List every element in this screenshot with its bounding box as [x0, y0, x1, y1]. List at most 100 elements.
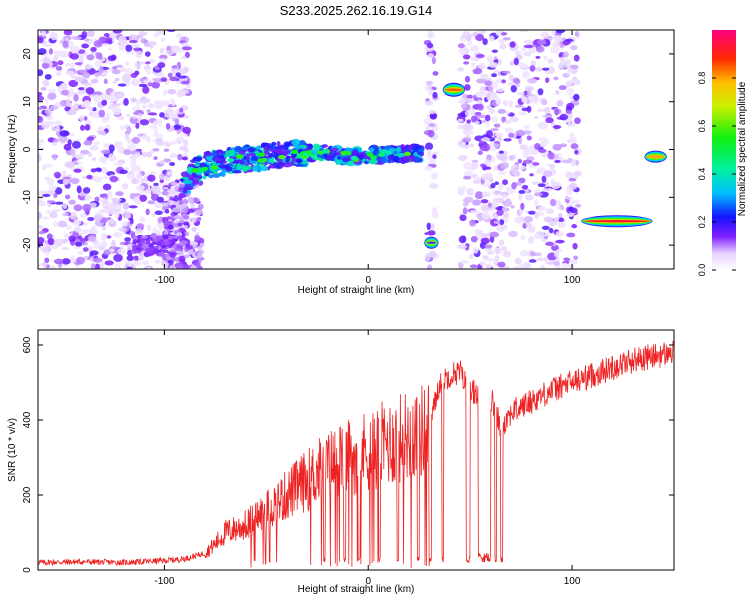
- noise-cell: [523, 125, 530, 130]
- noise-cell: [109, 218, 115, 225]
- noise-cell: [140, 177, 145, 184]
- noise-cell: [134, 228, 144, 235]
- noise-cell: [38, 69, 44, 77]
- noise-cell: [508, 74, 514, 81]
- signal-cell: [321, 144, 329, 148]
- noise-cell: [159, 47, 165, 54]
- noise-cell: [172, 46, 182, 54]
- noise-cell: [493, 247, 503, 254]
- noise-cell: [566, 69, 573, 75]
- noise-cell: [71, 140, 81, 149]
- noise-cell: [536, 257, 545, 262]
- noise-cell: [93, 91, 103, 96]
- noise-cell: [566, 264, 575, 268]
- noise-cell: [169, 98, 175, 103]
- colorbar-label: Normalized spectral amplitude: [737, 81, 748, 216]
- noise-cell: [468, 254, 474, 259]
- noise-cell: [42, 44, 52, 48]
- noise-cell: [68, 41, 75, 50]
- noise-cell: [461, 137, 471, 143]
- noise-cell: [104, 260, 114, 266]
- noise-cell: [147, 82, 153, 87]
- noise-cell: [183, 264, 190, 269]
- noise-cell: [489, 202, 499, 208]
- noise-cell: [118, 35, 127, 44]
- noise-cell: [123, 149, 132, 156]
- noise-cell: [457, 112, 468, 117]
- signal-cell: [212, 155, 219, 162]
- noise-cell: [496, 87, 505, 93]
- noise-cell: [517, 158, 522, 164]
- noise-cell: [108, 153, 115, 161]
- noise-cell: [545, 77, 550, 84]
- signal-peak: [378, 152, 386, 157]
- noise-cell: [119, 125, 125, 131]
- noise-cell: [508, 230, 518, 238]
- noise-cell: [457, 118, 464, 123]
- noise-cell: [63, 30, 73, 36]
- noise-cell: [187, 196, 194, 204]
- noise-cell: [501, 194, 508, 199]
- noise-cell: [574, 203, 582, 208]
- noise-cell: [488, 84, 493, 92]
- noise-cell: [432, 154, 437, 160]
- noise-cell: [555, 37, 560, 45]
- noise-cell: [136, 99, 141, 108]
- noise-cell: [127, 144, 137, 152]
- noise-cell: [500, 39, 505, 48]
- noise-cell: [161, 190, 169, 195]
- noise-cell: [84, 197, 90, 202]
- spectrogram-x-label: Height of straight line (km): [298, 285, 415, 296]
- noise-cell: [182, 46, 192, 51]
- signal-cell: [401, 147, 407, 154]
- noise-cell: [536, 108, 545, 113]
- noise-cell: [485, 258, 496, 262]
- noise-cell: [142, 85, 150, 94]
- noise-cell: [99, 93, 109, 101]
- noise-cell: [180, 80, 190, 85]
- noise-cell: [115, 141, 123, 147]
- noise-cell: [38, 225, 44, 229]
- noise-cell: [61, 169, 67, 176]
- colorbar-gradient: [712, 30, 736, 270]
- noise-cell: [491, 81, 498, 89]
- noise-cell: [169, 199, 175, 206]
- noise-cell: [520, 94, 526, 101]
- noise-cell: [520, 64, 529, 69]
- noise-cell: [486, 55, 494, 63]
- signal-cell: [167, 235, 174, 240]
- noise-cell: [51, 208, 62, 213]
- noise-cell: [523, 39, 534, 44]
- noise-cell: [91, 157, 97, 161]
- signal-cell: [141, 243, 150, 249]
- noise-cell: [431, 56, 436, 65]
- noise-cell: [158, 173, 165, 181]
- noise-cell: [457, 67, 465, 72]
- noise-cell: [571, 136, 578, 143]
- noise-cell: [146, 68, 152, 75]
- spectrogram-y-label: Frequency (Hz): [7, 115, 18, 184]
- signal-cell: [131, 246, 137, 250]
- long-band-layer: [583, 220, 651, 223]
- noise-cell: [38, 37, 44, 44]
- noise-cell: [545, 241, 554, 247]
- noise-cell: [157, 62, 166, 69]
- signal-cell: [407, 155, 418, 162]
- noise-cell: [549, 198, 557, 207]
- noise-cell: [569, 207, 578, 214]
- signal-cell: [414, 156, 420, 161]
- spectrogram-x-ticks: -100 0 100: [154, 30, 581, 286]
- noise-cell: [543, 216, 554, 223]
- noise-cell: [566, 102, 575, 110]
- noise-cell: [555, 230, 564, 237]
- noise-cell: [489, 147, 497, 152]
- noise-cell: [487, 251, 495, 255]
- signal-cell: [380, 145, 385, 150]
- noise-cell: [123, 98, 129, 106]
- noise-cell: [86, 106, 94, 110]
- noise-cell: [477, 229, 484, 236]
- noise-cell: [165, 122, 171, 130]
- noise-cell: [464, 196, 474, 203]
- noise-cell: [174, 256, 180, 263]
- signal-cell: [196, 173, 203, 180]
